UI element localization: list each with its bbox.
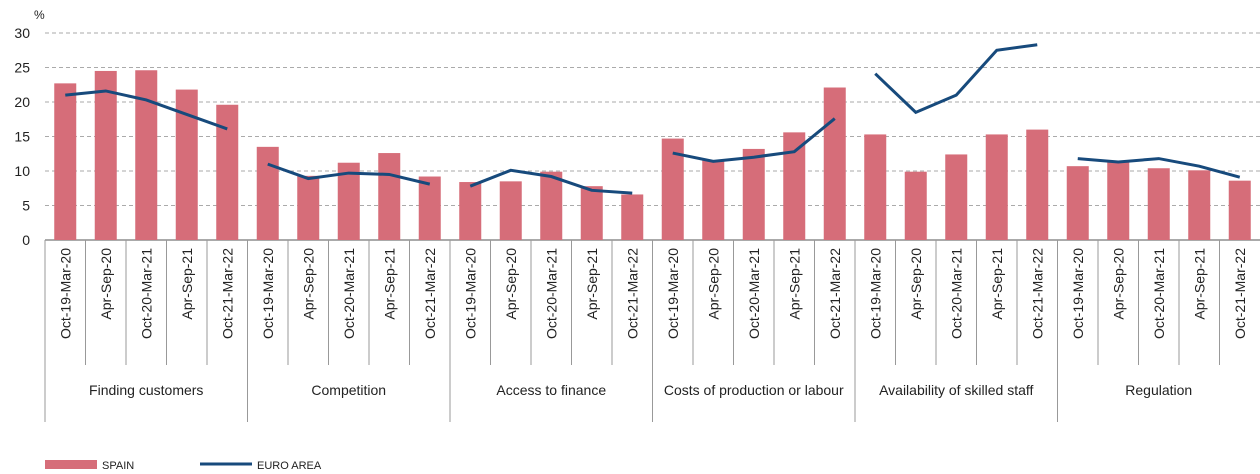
- bar: [1147, 168, 1170, 240]
- x-tick-label: Oct-20-Mar-21: [543, 248, 559, 339]
- x-tick-label: Oct-21-Mar-22: [624, 248, 640, 339]
- x-tick-label: Oct-19-Mar-20: [57, 248, 73, 339]
- x-tick-label: Oct-19-Mar-20: [462, 248, 478, 339]
- bar: [864, 134, 887, 240]
- x-tick-label: Apr-Sep-21: [989, 248, 1005, 320]
- bar: [216, 104, 239, 240]
- bar: [459, 182, 482, 240]
- bar: [621, 194, 644, 240]
- legend-label: EURO AREA: [257, 460, 322, 472]
- bar: [742, 148, 765, 240]
- x-tick-label: Oct-19-Mar-20: [867, 248, 883, 339]
- y-tick-label: 25: [14, 60, 30, 76]
- x-tick-label: Apr-Sep-20: [705, 248, 721, 320]
- x-tick-label: Apr-Sep-21: [584, 248, 600, 320]
- legend-swatch: [45, 460, 97, 469]
- bar: [702, 159, 725, 240]
- x-tick-label: Apr-Sep-20: [98, 248, 114, 320]
- bar: [1228, 180, 1251, 240]
- bar: [580, 186, 603, 240]
- x-tick-label: Oct-20-Mar-21: [948, 248, 964, 339]
- group-label: Availability of skilled staff: [879, 382, 1034, 398]
- bar: [135, 70, 158, 240]
- y-tick-label: 10: [14, 163, 30, 179]
- line-series: [469, 168, 633, 195]
- x-tick-label: Oct-19-Mar-20: [1070, 248, 1086, 339]
- line-series: [65, 89, 228, 131]
- bar: [540, 171, 563, 240]
- x-tick-label: Oct-21-Mar-22: [1029, 248, 1045, 339]
- x-tick-label: Oct-20-Mar-21: [1151, 248, 1167, 339]
- line-series: [874, 43, 1038, 115]
- y-tick-label: 20: [14, 94, 30, 110]
- x-tick-label: Apr-Sep-21: [179, 248, 195, 320]
- group-label: Regulation: [1125, 382, 1193, 398]
- x-tick-label: Apr-Sep-21: [786, 248, 802, 320]
- bar: [1026, 129, 1049, 240]
- x-tick-label: Oct-19-Mar-20: [260, 248, 276, 339]
- x-tick-label: Oct-20-Mar-21: [341, 248, 357, 339]
- line-series: [1077, 157, 1241, 179]
- bar: [54, 83, 77, 241]
- group-label: Competition: [311, 382, 387, 398]
- line-series: [672, 117, 836, 163]
- bar: [783, 132, 806, 240]
- x-tick-label: Oct-21-Mar-22: [422, 248, 438, 339]
- bar: [1188, 170, 1211, 240]
- bar: [378, 153, 401, 240]
- x-tick-label: Oct-19-Mar-20: [665, 248, 681, 339]
- x-tick-label: Apr-Sep-21: [1191, 248, 1207, 320]
- bar: [661, 138, 684, 240]
- group-label: Finding customers: [89, 382, 204, 398]
- x-tick-label: Apr-Sep-20: [908, 248, 924, 320]
- bar: [337, 162, 360, 240]
- x-tick-label: Oct-21-Mar-22: [827, 248, 843, 339]
- bar: [175, 89, 198, 240]
- bar: [94, 70, 117, 240]
- x-tick-label: Apr-Sep-20: [503, 248, 519, 320]
- x-tick-label: Apr-Sep-20: [1110, 248, 1126, 320]
- bar: [256, 146, 279, 240]
- x-tick-label: Apr-Sep-20: [300, 248, 316, 320]
- line-series: [267, 162, 431, 186]
- y-tick-label: 5: [22, 198, 30, 214]
- y-tick-label: 0: [22, 232, 30, 248]
- bar: [1107, 162, 1130, 240]
- bar: [985, 134, 1008, 240]
- bar: [499, 181, 522, 240]
- x-tick-label: Oct-21-Mar-22: [1232, 248, 1248, 339]
- y-tick-label: 30: [14, 25, 30, 41]
- bar: [945, 154, 968, 240]
- x-tick-label: Apr-Sep-21: [381, 248, 397, 320]
- x-tick-label: Oct-20-Mar-21: [746, 248, 762, 339]
- y-tick-label: 15: [14, 129, 30, 145]
- bar: [418, 176, 441, 240]
- y-unit: %: [34, 8, 45, 22]
- bar: [823, 87, 846, 240]
- group-label: Costs of production or labour: [663, 382, 844, 398]
- x-tick-label: Oct-20-Mar-21: [138, 248, 154, 339]
- legend-label: SPAIN: [102, 460, 134, 472]
- bar: [904, 171, 927, 240]
- bar: [297, 175, 320, 240]
- x-tick-label: Oct-21-Mar-22: [219, 248, 235, 339]
- group-label: Access to finance: [496, 382, 607, 398]
- bar: [1066, 166, 1089, 240]
